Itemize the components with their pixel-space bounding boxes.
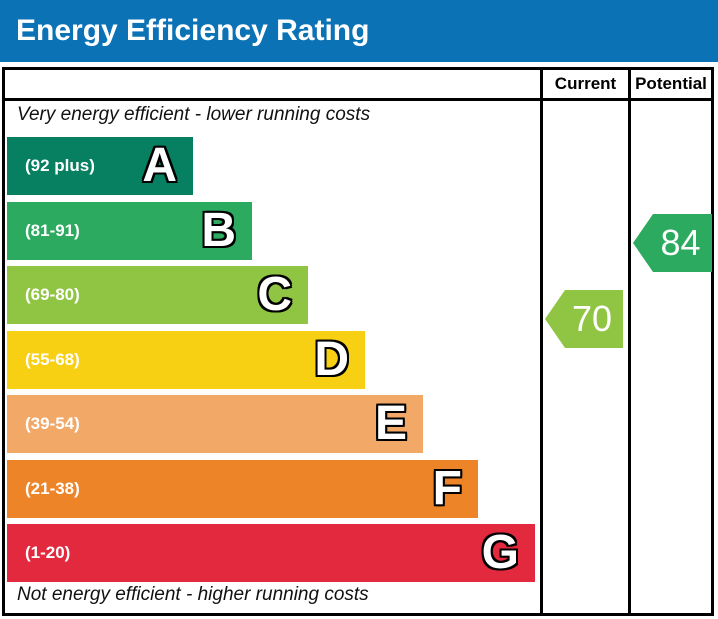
- band-f: (21-38) F: [7, 460, 478, 518]
- band-letter: A: [142, 139, 177, 192]
- column-header-current: Current: [554, 74, 617, 93]
- column-header-potential: Potential: [635, 74, 707, 93]
- potential-column-border: [628, 70, 631, 613]
- band-letter: E: [374, 397, 407, 450]
- header-divider-line: [5, 98, 711, 101]
- band-d: (55-68) D: [7, 331, 365, 389]
- band-range-label: (39-54): [25, 414, 80, 433]
- potential-rating-arrow: 84: [633, 214, 712, 272]
- band-range-label: (21-38): [25, 479, 80, 498]
- band-range-label: (81-91): [25, 221, 80, 240]
- band-letter: C: [257, 268, 292, 321]
- chart-title-bar: Energy Efficiency Rating: [0, 0, 718, 62]
- band-letter: D: [314, 333, 349, 386]
- band-c: (69-80) C: [7, 266, 308, 324]
- band-range-label: (1-20): [25, 543, 71, 562]
- current-column-border: [540, 70, 543, 613]
- band-a: (92 plus) A: [7, 137, 193, 195]
- current-rating-value: 70: [571, 298, 613, 339]
- potential-rating-value: 84: [660, 222, 701, 263]
- band-range-label: (92 plus): [25, 156, 95, 175]
- rating-table: Current Potential Very energy efficient …: [2, 67, 714, 616]
- chart-title: Energy Efficiency Rating: [16, 14, 370, 47]
- band-letter: F: [432, 462, 462, 515]
- band-range-label: (55-68): [25, 350, 80, 369]
- band-letter: B: [201, 204, 236, 257]
- band-e: (39-54) E: [7, 395, 423, 453]
- band-letter: G: [481, 526, 519, 579]
- caption-not-efficient: Not energy efficient - higher running co…: [17, 584, 369, 605]
- band-g: (1-20) G: [7, 524, 535, 582]
- band-b: (81-91) B: [7, 202, 252, 260]
- caption-very-efficient: Very energy efficient - lower running co…: [17, 104, 371, 125]
- current-rating-arrow: 70: [545, 290, 623, 348]
- band-range-label: (69-80): [25, 285, 80, 304]
